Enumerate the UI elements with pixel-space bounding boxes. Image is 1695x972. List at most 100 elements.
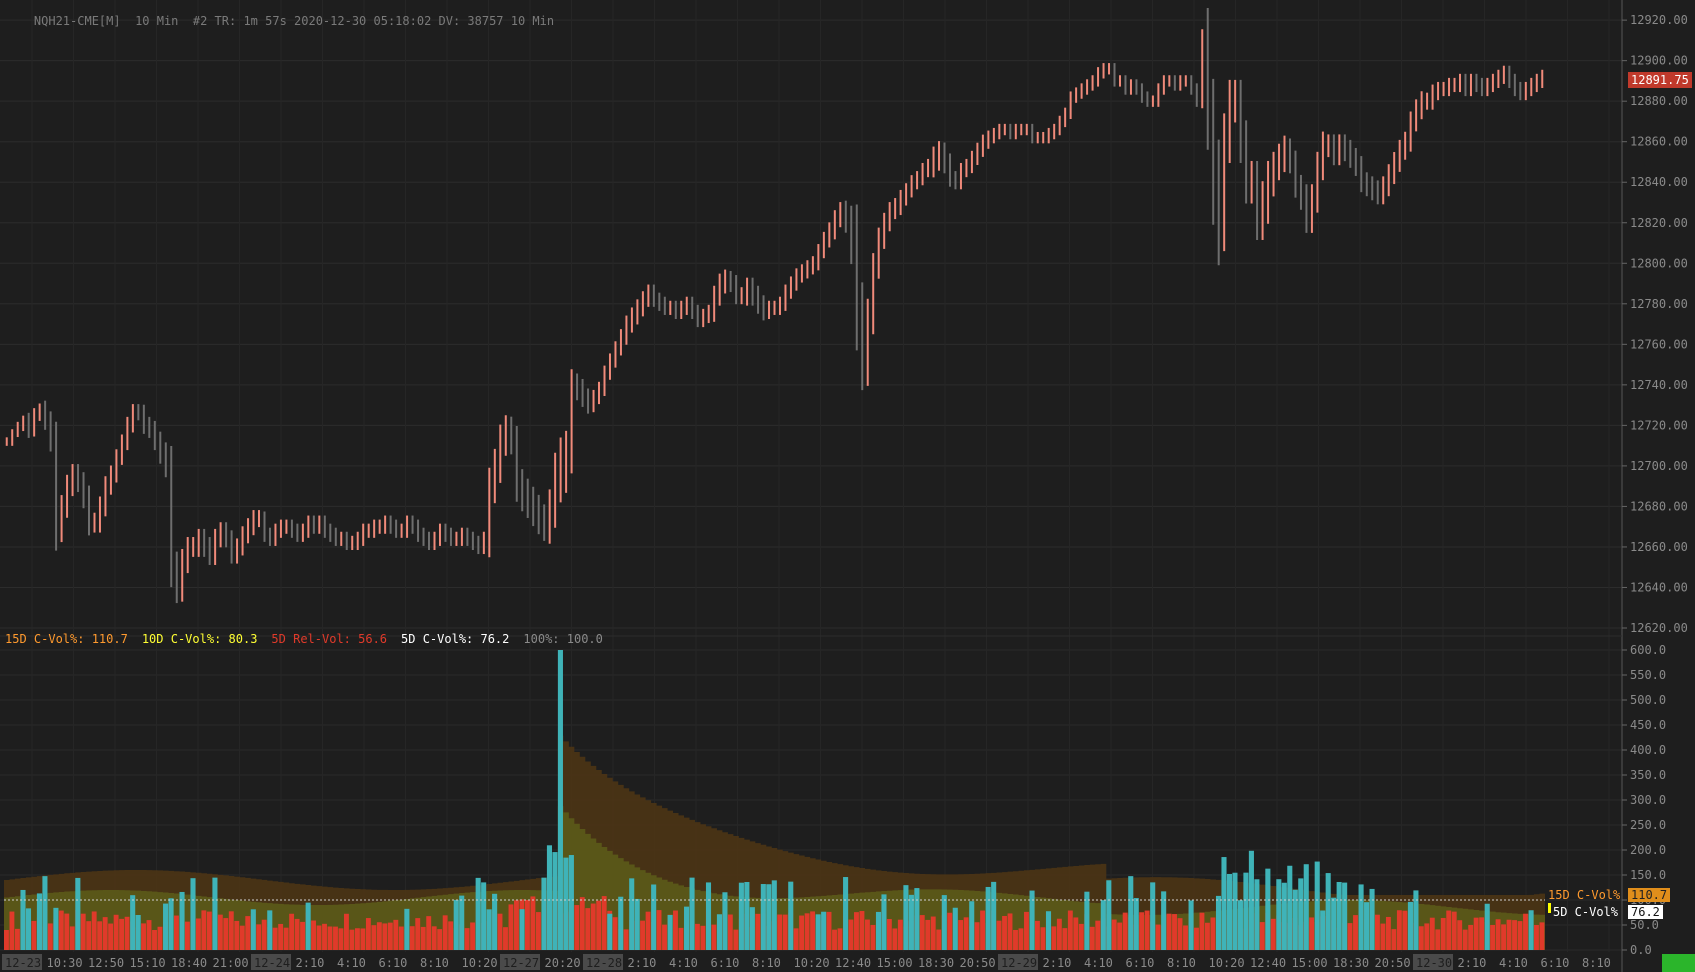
vol5d-rel-bar <box>645 911 651 950</box>
time-tick-label: 6:10 <box>1541 956 1570 970</box>
vol5d-rel-bar <box>1385 916 1391 950</box>
vol5d-rel-bar <box>974 922 980 950</box>
time-tick-label: 8:10 <box>420 956 449 970</box>
vol5d-cvol-bar <box>1287 865 1293 950</box>
vol5d-cvol-bar <box>684 906 690 950</box>
vol5d-rel-bar <box>1380 923 1386 950</box>
vol5d-rel-bar <box>245 916 251 950</box>
vol5d-rel-bar <box>316 925 322 950</box>
vol5d-rel-bar <box>141 923 146 950</box>
vol15d-axis-label: 15D C-Vol% <box>1548 888 1621 902</box>
vol5d-cvol-bar <box>716 914 723 950</box>
vol5d-rel-bar <box>1457 920 1463 950</box>
vol5d-rel-bar <box>810 911 816 950</box>
vol5d-cvol-bar <box>163 903 169 950</box>
vol5d-rel-bar <box>311 920 316 950</box>
time-tick-label: 15:00 <box>1292 956 1328 970</box>
vol5d-rel-bar <box>1062 928 1068 950</box>
vol5d-rel-bar <box>420 926 426 950</box>
time-tick-label: 2:10 <box>1043 956 1072 970</box>
vol5d-cvol-bar <box>1237 900 1243 950</box>
vol5d-cvol-bar <box>1407 901 1413 950</box>
volume-tick-label: 600.0 <box>1630 643 1666 657</box>
time-tick-label: 10:20 <box>794 956 830 970</box>
vol5d-rel-bar <box>1534 924 1539 950</box>
time-tick-label: 4:10 <box>1499 956 1528 970</box>
vol5d-cvol-bar <box>1413 890 1419 950</box>
vol5d-rel-bar <box>371 925 377 950</box>
time-tick-label: 4:10 <box>337 956 366 970</box>
vol5d-cvol-bar <box>1128 876 1134 950</box>
vol5d-rel-bar <box>1013 929 1018 950</box>
vol5d-rel-bar <box>782 914 788 950</box>
vol5d-rel-bar <box>415 918 421 950</box>
vol5d-rel-bar <box>1194 927 1199 950</box>
vol5d-rel-bar <box>108 923 114 950</box>
vol5d-cvol-bar <box>705 882 712 950</box>
vol5d-cvol-bar <box>212 877 218 950</box>
vol5d-rel-bar <box>1089 926 1095 950</box>
vol5d-rel-bar <box>464 928 470 950</box>
vol5d-rel-bar <box>930 916 936 950</box>
vol5d-rel-bar <box>793 928 799 950</box>
vol5d-value-tag: 76.2 <box>1628 905 1663 919</box>
date-box <box>1413 954 1453 970</box>
volume-tick-label: 450.0 <box>1630 718 1666 732</box>
vol5d-rel-bar <box>503 927 508 950</box>
vol5d-rel-bar <box>574 905 580 950</box>
vol5d-cvol-bar <box>135 914 141 950</box>
vol5d-rel-bar <box>1270 918 1276 950</box>
vol5d-rel-bar <box>596 900 602 950</box>
time-tick-label: 15:00 <box>877 956 913 970</box>
vol5d-cvol-bar <box>722 892 728 950</box>
vol5d-rel-bar <box>958 920 964 950</box>
price-tick-label: 12700.00 <box>1630 459 1688 473</box>
vol5d-cvol-bar <box>1484 903 1490 950</box>
vol10d-area <box>4 806 1545 950</box>
vol5d-rel-bar <box>448 921 454 950</box>
vol5d-rel-bar <box>1210 917 1216 950</box>
volume-legend: 15D C-Vol%: 110.7 10D C-Vol%: 80.3 5D Rel-… <box>5 632 617 646</box>
price-tick-label: 12840.00 <box>1630 175 1688 189</box>
time-tick-label: 18:30 <box>918 956 954 970</box>
vol5d-rel-bar <box>1418 926 1424 950</box>
vol5d-cvol-bar <box>1281 882 1287 950</box>
vol5d-cvol-bar <box>1243 872 1249 950</box>
vol5d-rel-bar <box>711 924 717 950</box>
vol5d-rel-bar <box>1144 910 1150 950</box>
time-tick-label: 6:10 <box>1126 956 1155 970</box>
vol5d-cvol-bar <box>1254 879 1260 950</box>
vol5d-cvol-bar <box>1248 850 1254 950</box>
time-tick-label: 8:10 <box>752 956 781 970</box>
last-price-tag: 12891.75 <box>1628 72 1692 88</box>
time-tick-label: 12-30 <box>1416 956 1452 970</box>
vol5d-rel-bar <box>1424 923 1430 950</box>
vol5d-rel-bar <box>9 911 15 950</box>
vol5d-rel-bar <box>1523 913 1528 950</box>
vol5d-rel-bar <box>91 911 97 950</box>
time-tick-label: 2:10 <box>296 956 325 970</box>
vol5d-rel-bar <box>1309 917 1315 950</box>
price-tick-label: 12820.00 <box>1630 216 1688 230</box>
price-tick-label: 12660.00 <box>1630 540 1688 554</box>
vol5d-rel-bar <box>936 929 942 950</box>
vol5d-cvol-bar <box>991 881 997 950</box>
vol5d-cvol-bar <box>20 889 26 950</box>
vol5d-rel-bar <box>300 921 306 950</box>
date-box <box>998 954 1038 970</box>
time-tick-label: 20:50 <box>960 956 996 970</box>
vol5d-cvol-bar <box>53 907 59 950</box>
vol5d-rel-bar <box>431 926 437 950</box>
vol5d-rel-bar <box>727 914 733 950</box>
vol5d-cvol-bar <box>788 881 794 950</box>
volume-tick-label: 50.0 <box>1630 918 1659 932</box>
vol5d-rel-bar <box>1501 924 1507 950</box>
vol5d-cvol-bar <box>1045 911 1052 950</box>
vol5d-cvol-bar <box>1331 897 1337 950</box>
chart-header: NQH21-CME[M] 10 Min #2 TR: 1m 57s 2020-1… <box>5 0 554 42</box>
time-tick-label: 12:40 <box>1250 956 1286 970</box>
vol5d-rel-bar <box>1018 928 1024 950</box>
